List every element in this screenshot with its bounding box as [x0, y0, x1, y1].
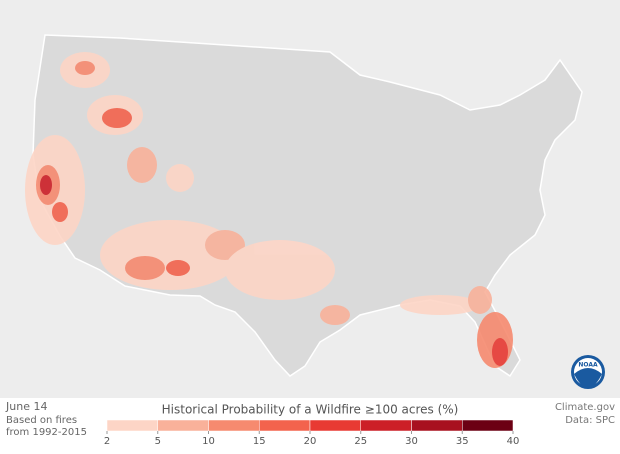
legend-tick-label: 5 [155, 436, 161, 447]
note-line: from 1992-2015 [6, 427, 87, 438]
legend-swatch [462, 419, 514, 432]
noaa-logo: NOAA [571, 355, 605, 389]
legend-swatch [360, 419, 412, 432]
date-label: June 14 [5, 400, 47, 413]
legend-swatch [411, 419, 463, 432]
legend-swatch [208, 419, 260, 432]
legend-swatch [259, 419, 311, 432]
legend-tick-label: 30 [405, 436, 418, 447]
legend-tick-label: 2 [104, 436, 110, 447]
legend-tick-label: 35 [456, 436, 469, 447]
wildfire-hotspots [25, 52, 513, 368]
legend-swatch [106, 419, 158, 432]
legend-tick-label: 20 [304, 436, 317, 447]
legend-title: Historical Probability of a Wildfire ≥10… [162, 403, 459, 417]
credit-line: Climate.gov [555, 402, 615, 413]
legend-tick-label: 10 [202, 436, 215, 447]
legend-tick-label: 40 [507, 436, 520, 447]
legend-swatch [309, 419, 361, 432]
legend-tick-label: 25 [354, 436, 367, 447]
credit-line: Data: SPC [565, 415, 615, 426]
logo-text: NOAA [578, 362, 598, 369]
legend-swatch [157, 419, 209, 432]
legend-tick-label: 15 [253, 436, 266, 447]
note-line: Based on fires [6, 415, 77, 426]
